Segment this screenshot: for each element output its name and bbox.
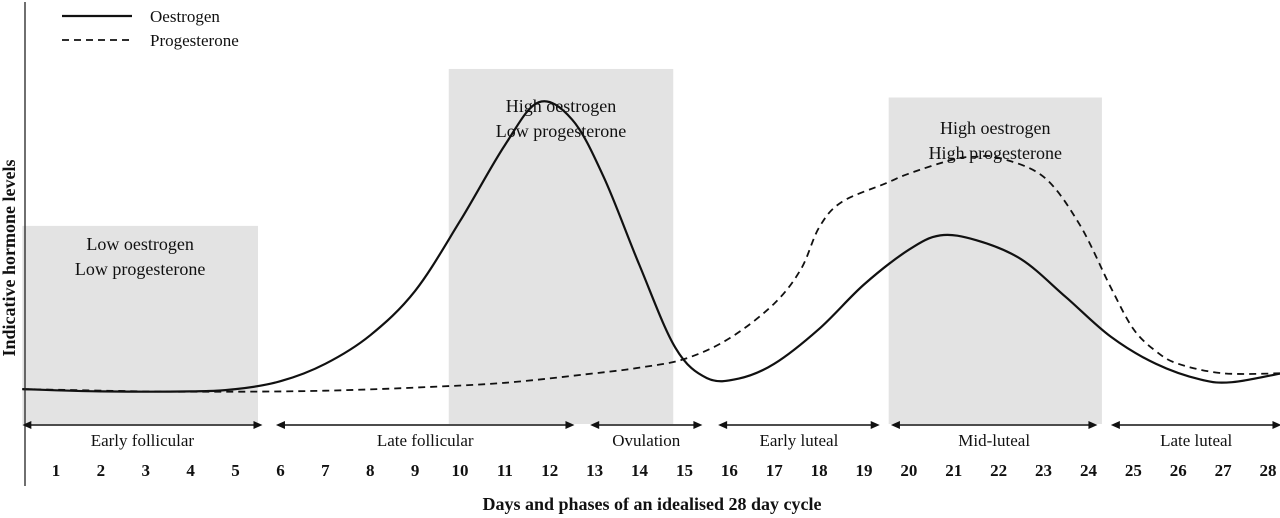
band-3 [888, 97, 1102, 424]
x-tick-label-18: 18 [811, 461, 828, 480]
phase-arrows: Early follicular Late follicular Ovulation… [22, 421, 1280, 450]
phase-label-1: Early follicular [91, 431, 195, 450]
x-tick-label-17: 17 [766, 461, 784, 480]
x-tick-label-26: 26 [1170, 461, 1187, 480]
phase-arrowhead-right-1 [253, 421, 263, 429]
series-line-progesterone [22, 154, 1280, 393]
x-tick-label-6: 6 [276, 461, 285, 480]
phase-arrowhead-right-3 [693, 421, 703, 429]
legend-label-oestrogen: Oestrogen [150, 7, 220, 26]
x-tick-label-27: 27 [1215, 461, 1233, 480]
phase-arrowhead-left-4 [718, 421, 728, 429]
band-1-label-1: Low oestrogen [86, 234, 193, 254]
x-tick-label-2: 2 [97, 461, 106, 480]
phase-label-3: Ovulation [612, 431, 680, 450]
legend: Oestrogen Progesterone [62, 7, 239, 50]
x-tick-label-14: 14 [631, 461, 649, 480]
x-tick-label-1: 1 [52, 461, 61, 480]
phase-arrowhead-left-6 [1110, 421, 1120, 429]
legend-label-progesterone: Progesterone [150, 31, 239, 50]
x-tick-label-9: 9 [411, 461, 420, 480]
x-tick-label-19: 19 [856, 461, 873, 480]
x-tick-label-8: 8 [366, 461, 375, 480]
phase-arrowhead-left-5 [890, 421, 900, 429]
x-tick-label-5: 5 [231, 461, 240, 480]
phase-label-5: Mid-luteal [958, 431, 1030, 450]
x-tick-label-3: 3 [142, 461, 151, 480]
x-tick-label-20: 20 [900, 461, 917, 480]
phase-arrowhead-right-5 [1088, 421, 1098, 429]
band-2-label-2: Low progesterone [496, 121, 626, 141]
series-line-oestrogen [22, 100, 1280, 393]
x-tick-label-10: 10 [452, 461, 469, 480]
phase-arrowhead-left-3 [590, 421, 600, 429]
band-1-label-2: Low progesterone [75, 259, 205, 279]
hormone-bands: Low oestrogen Low progesterone High oestro… [22, 68, 1102, 424]
x-tick-label-4: 4 [186, 461, 195, 480]
phase-arrowhead-right-4 [870, 421, 880, 429]
x-tick-label-28: 28 [1260, 461, 1277, 480]
band-3-label-1: High oestrogen [940, 118, 1050, 138]
phase-label-6: Late luteal [1160, 431, 1232, 450]
hormone-curves [22, 100, 1280, 393]
x-tick-label-25: 25 [1125, 461, 1142, 480]
x-tick-label-15: 15 [676, 461, 693, 480]
x-tick-label-24: 24 [1080, 461, 1098, 480]
phase-label-2: Late follicular [377, 431, 474, 450]
x-tick-label-16: 16 [721, 461, 738, 480]
x-tick-label-7: 7 [321, 461, 330, 480]
y-axis-title: Indicative hormone levels [0, 160, 19, 357]
band-1 [22, 225, 259, 424]
x-tick-label-12: 12 [541, 461, 558, 480]
x-tick-label-23: 23 [1035, 461, 1052, 480]
x-tick-label-21: 21 [945, 461, 962, 480]
band-2 [448, 68, 674, 424]
phase-arrowhead-right-2 [565, 421, 575, 429]
x-axis-title: Days and phases of an idealised 28 day c… [482, 494, 821, 514]
phase-arrowhead-left-2 [275, 421, 285, 429]
phase-arrowhead-right-6 [1272, 421, 1280, 429]
x-tick-label-11: 11 [497, 461, 513, 480]
band-2-label-1: High oestrogen [506, 96, 616, 116]
phase-label-4: Early luteal [759, 431, 838, 450]
x-tick-label-13: 13 [586, 461, 603, 480]
x-tick-labels: 1 2 3 4 5 6 7 8 9 10 11 12 13 14 15 16 17 18 19 20 21 22 23 24 2… [52, 461, 1277, 480]
phase-arrowhead-left-1 [22, 421, 32, 429]
x-tick-label-22: 22 [990, 461, 1007, 480]
